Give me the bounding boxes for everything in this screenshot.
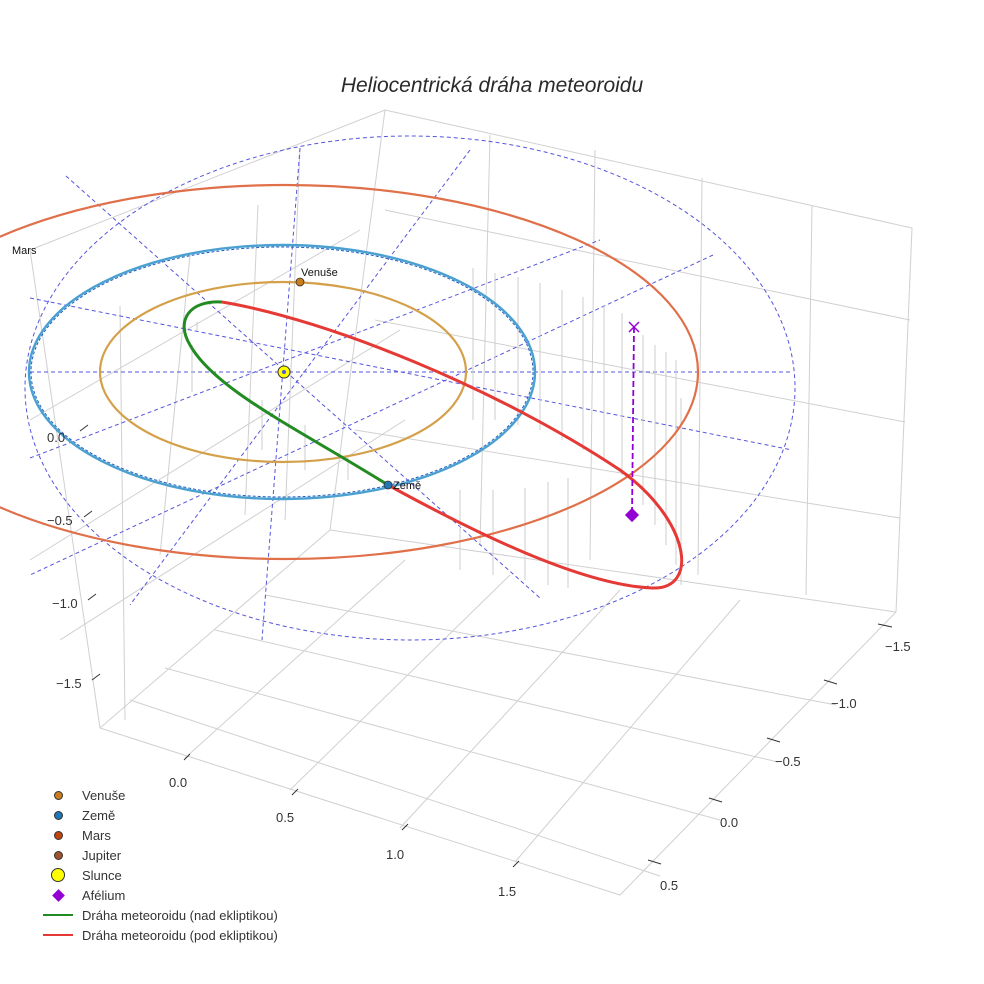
legend-item-jupiter[interactable]: Jupiter <box>40 845 278 865</box>
x-tick: 1.0 <box>386 847 405 862</box>
z-tick: −1.5 <box>56 676 82 691</box>
sun-circle-icon <box>40 865 76 885</box>
aphelion-marker <box>624 507 640 523</box>
jupiter-dot-icon <box>40 845 76 865</box>
legend-item-mars[interactable]: Mars <box>40 825 278 845</box>
y-tick: −1.5 <box>885 639 911 654</box>
legend-item-earth[interactable]: Země <box>40 805 278 825</box>
x-tick: 0.0 <box>169 775 188 790</box>
legend: Venuše Země Mars Jupiter Slunce Afélium … <box>40 785 278 945</box>
meteoroid-orbit-above <box>182 300 389 487</box>
legend-item-venus[interactable]: Venuše <box>40 785 278 805</box>
red-line-icon <box>40 925 76 945</box>
venus-orbit <box>98 280 468 464</box>
mars-dot-icon <box>40 825 76 845</box>
aphelion-projection-x-icon <box>628 321 640 333</box>
venus-marker <box>295 277 305 287</box>
z-tick: −0.5 <box>47 513 73 528</box>
venus-dot-icon <box>40 785 76 805</box>
tick-marks <box>79 424 893 868</box>
ecliptic-reference <box>24 135 796 641</box>
x-tick: 0.5 <box>276 810 295 825</box>
z-tick: −1.0 <box>52 596 78 611</box>
legend-item-sun[interactable]: Slunce <box>40 865 278 885</box>
mars-label: Mars <box>12 245 37 257</box>
legend-item-orbit-below[interactable]: Dráha meteoroidu (pod ekliptikou) <box>40 925 278 945</box>
y-tick: 0.5 <box>660 878 679 893</box>
meteoroid-orbit-below <box>221 300 684 590</box>
y-tick: −1.0 <box>831 696 857 711</box>
diamond-icon <box>40 885 76 905</box>
chart-title: Heliocentrická dráha meteoroidu <box>340 74 644 97</box>
earth-label: Země <box>393 480 422 492</box>
green-line-icon <box>40 905 76 925</box>
grid-lines <box>29 109 913 896</box>
mars-orbit <box>0 183 699 561</box>
earth-marker <box>383 480 393 490</box>
legend-item-orbit-above[interactable]: Dráha meteoroidu (nad ekliptikou) <box>40 905 278 925</box>
legend-item-aphelion[interactable]: Afélium <box>40 885 278 905</box>
earth-dot-icon <box>40 805 76 825</box>
venus-label: Venuše <box>301 267 338 279</box>
earth-orbit <box>27 243 537 501</box>
aphelion-dropline <box>631 326 635 516</box>
y-tick: 0.0 <box>720 815 739 830</box>
drop-lines <box>191 268 682 588</box>
z-tick: 0.0 <box>47 430 66 445</box>
y-tick: −0.5 <box>775 754 801 769</box>
x-tick: 1.5 <box>498 884 517 899</box>
